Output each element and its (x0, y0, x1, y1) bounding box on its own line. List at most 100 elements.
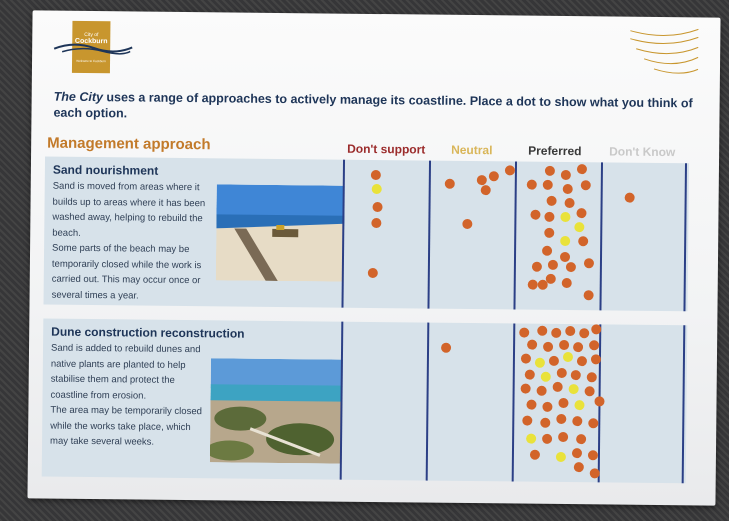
row-paragraph: Some parts of the beach may be temporari… (51, 242, 202, 302)
vote-dot (544, 227, 555, 238)
vote-dot (530, 209, 541, 220)
vote-dot (520, 383, 531, 394)
vote-dot (560, 169, 571, 181)
vote-dot (543, 341, 554, 352)
vote-dot (556, 367, 567, 379)
vote-dot (579, 328, 590, 339)
vote-dot (367, 267, 378, 279)
vote-dot (527, 279, 538, 290)
vote-dot (527, 339, 538, 350)
column-dont-know: Don't Know (609, 144, 676, 160)
vote-dot (571, 448, 583, 459)
vote-dot (520, 353, 532, 364)
column-preferred: Preferred (528, 143, 582, 159)
row-paragraph: The area may be temporarily closed while… (50, 404, 202, 448)
row-description: Sand is moved from areas where it builds… (52, 179, 213, 305)
vote-dot (529, 449, 541, 460)
section-title: Management approach (47, 134, 211, 154)
vote-dot (576, 434, 587, 445)
row-paragraph: Sand is added to rebuild dunes and nativ… (50, 342, 201, 402)
vote-dot (526, 433, 537, 444)
vote-dot (590, 354, 602, 365)
vote-dot (552, 381, 563, 392)
vote-dot (488, 171, 499, 182)
vote-dot (537, 279, 548, 290)
vote-dot (537, 325, 548, 336)
vote-dot (548, 355, 559, 366)
row-description: Sand is added to rebuild dunes and nativ… (50, 341, 211, 451)
column-neutral: Neutral (451, 142, 493, 158)
row-paragraph: Sand is moved from areas where it builds… (52, 180, 206, 239)
vote-dot (587, 450, 598, 461)
headline-rest: uses a range of approaches to actively m… (53, 90, 693, 121)
vote-dot (534, 357, 545, 368)
logo-wave-icon (53, 43, 133, 55)
vote-dot (370, 169, 381, 181)
vote-dot (555, 451, 566, 463)
headline: The City uses a range of approaches to a… (53, 89, 693, 128)
vote-dot (570, 370, 581, 381)
vote-dot (586, 372, 597, 383)
column-divider (681, 325, 686, 484)
vote-dot (540, 371, 551, 382)
vote-dot (574, 400, 585, 411)
vote-dot (536, 385, 547, 396)
vote-dot (504, 165, 515, 176)
vote-dot (542, 433, 553, 444)
vote-dot (561, 277, 572, 289)
vote-dot (568, 384, 579, 395)
vote-dot (542, 401, 553, 412)
column-divider (427, 160, 432, 309)
vote-dot (559, 251, 571, 263)
vote-dot (578, 236, 589, 247)
vote-dot (556, 413, 567, 425)
vote-dot (551, 327, 562, 338)
column-divider (511, 323, 516, 482)
vote-dot (441, 342, 452, 353)
vote-dot (526, 399, 537, 410)
column-dont-support: Don't support (347, 141, 426, 157)
vote-dot (526, 179, 537, 190)
dune-coastline-icon (209, 358, 343, 464)
row-sand-nourishment: Sand nourishment Sand is moved from area… (43, 156, 690, 312)
vote-dot (544, 211, 555, 222)
vote-dot (565, 262, 576, 273)
vote-dot (476, 175, 487, 186)
dune-photo (209, 358, 343, 464)
vote-dot (588, 418, 599, 429)
column-divider (683, 163, 688, 312)
vote-dot (591, 324, 602, 335)
vote-dot (624, 192, 635, 203)
vote-dot (522, 415, 533, 426)
vote-dot (574, 222, 585, 233)
vote-dot (524, 369, 535, 380)
column-divider (341, 159, 346, 308)
vote-dot (564, 197, 575, 209)
vote-dot (576, 164, 587, 175)
vote-dot (589, 340, 600, 351)
row-title: Sand nourishment (52, 162, 159, 178)
vote-dot (580, 180, 591, 191)
vote-dot (558, 397, 569, 409)
decorative-lines-icon (630, 28, 699, 74)
beach-sand-nourishment-icon (215, 184, 345, 282)
vote-dot (371, 183, 382, 195)
vote-dot (562, 183, 573, 195)
row-dune-construction: Dune construction reconstruction Sand is… (41, 318, 688, 484)
vote-dot (546, 195, 557, 206)
survey-poster: City of Cockburn Welcome to Cockburn The… (27, 10, 721, 506)
logo-tagline-text: Welcome to Cockburn (76, 58, 106, 63)
headline-italic: The City (53, 89, 104, 105)
vote-dot (589, 468, 600, 479)
vote-dot (371, 217, 382, 229)
vote-dot (583, 258, 595, 269)
vote-dot (576, 208, 587, 219)
column-divider (599, 162, 604, 311)
column-divider (513, 161, 518, 310)
vote-dot (560, 211, 571, 223)
vote-dot (544, 165, 555, 176)
vote-dot (531, 261, 542, 272)
vote-dot (462, 218, 473, 230)
vote-dot (480, 185, 491, 196)
vote-dot (372, 201, 383, 213)
